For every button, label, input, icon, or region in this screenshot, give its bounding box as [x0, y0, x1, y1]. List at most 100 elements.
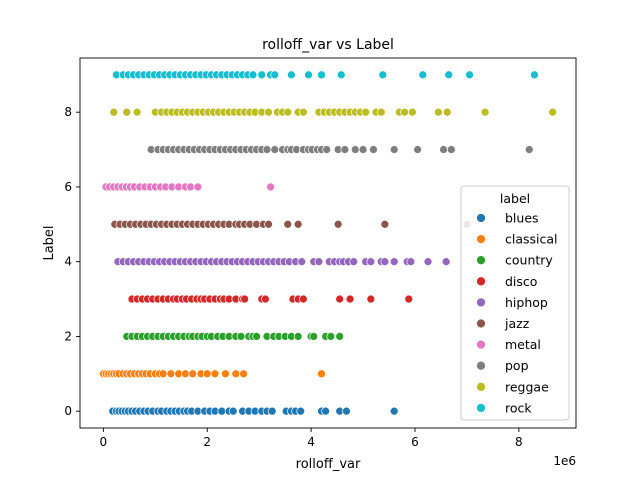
- legend-label-country: country: [505, 253, 553, 268]
- point-reggae-46: [442, 107, 452, 117]
- legend-marker-metal: [476, 339, 486, 350]
- point-reggae-24: [264, 107, 273, 117]
- point-rock-31: [304, 70, 313, 80]
- y-axis-label: Label: [42, 225, 57, 260]
- chart-title: rolloff_var vs Label: [262, 37, 394, 53]
- point-rock-33: [336, 70, 346, 80]
- data-points: [99, 70, 557, 416]
- point-country-25: [252, 332, 261, 341]
- point-reggae-43: [400, 107, 409, 117]
- point-pop-39: [389, 145, 399, 154]
- point-rock-37: [465, 70, 474, 80]
- point-classical-27: [239, 369, 248, 379]
- legend-label-rock: rock: [505, 400, 532, 415]
- legend-label-metal: metal: [505, 337, 541, 352]
- point-country-31: [293, 332, 303, 341]
- point-pop-35: [340, 145, 350, 154]
- point-classical-28: [317, 369, 326, 379]
- point-rock-29: [270, 70, 280, 80]
- point-blues-33: [267, 406, 277, 416]
- y-tick-label-4: 8: [64, 105, 72, 119]
- point-reggae-39: [361, 107, 370, 117]
- point-reggae-29: [298, 107, 308, 117]
- point-hiphop-51: [423, 257, 433, 267]
- y-tick-label-0: 0: [64, 404, 72, 418]
- point-reggae-1: [122, 107, 132, 117]
- point-blues-25: [217, 406, 227, 416]
- legend-items: blues classical country disco hiphop jazz meta…: [476, 211, 558, 415]
- point-pop-36: [350, 145, 360, 154]
- point-pop-41: [439, 145, 448, 154]
- point-reggae-48: [548, 107, 557, 117]
- legend-label-hiphop: hiphop: [505, 295, 548, 310]
- point-classical-23: [202, 369, 212, 379]
- point-disco-29: [335, 294, 345, 304]
- point-pop-40: [413, 145, 422, 154]
- point-hiphop-43: [349, 257, 359, 267]
- legend-marker-country: [476, 255, 486, 266]
- legend-box: [460, 185, 570, 421]
- point-classical-17: [158, 369, 168, 379]
- point-blues-42: [389, 406, 399, 416]
- x-tick-label-3: 6: [411, 435, 419, 449]
- point-jazz-33: [380, 219, 390, 229]
- point-rock-38: [530, 70, 539, 80]
- point-reggae-47: [480, 107, 490, 117]
- point-blues-27: [228, 406, 238, 416]
- point-reggae-27: [283, 107, 293, 117]
- point-hiphop-35: [297, 257, 307, 267]
- legend-label-pop: pop: [505, 358, 529, 373]
- point-country-33: [309, 332, 319, 341]
- point-rock-36: [444, 70, 454, 80]
- y-tick-label-3: 6: [64, 180, 72, 194]
- point-hiphop-45: [366, 257, 376, 267]
- y-tick-label-1: 2: [64, 329, 72, 343]
- point-disco-30: [345, 294, 355, 304]
- point-disco-28: [298, 294, 308, 304]
- legend-label-classical: classical: [505, 232, 558, 247]
- plot-area-frame: [79, 57, 577, 429]
- point-reggae-45: [434, 107, 443, 117]
- x-axis-offset-text: 1e6: [553, 454, 576, 468]
- x-axis-label: rolloff_var: [296, 457, 361, 472]
- legend-marker-jazz: [476, 318, 486, 329]
- legend-marker-reggae: [476, 381, 486, 392]
- point-metal-17: [186, 182, 195, 192]
- point-jazz-29: [264, 219, 273, 229]
- point-blues-41: [342, 406, 351, 416]
- legend-label-reggae: reggae: [505, 379, 549, 394]
- point-classical-24: [210, 369, 220, 379]
- point-rock-35: [418, 70, 428, 80]
- point-disco-25: [261, 294, 270, 304]
- point-country-22: [236, 332, 246, 341]
- point-country-36: [335, 332, 345, 341]
- point-country-35: [326, 332, 336, 341]
- point-classical-25: [221, 369, 230, 379]
- point-hiphop-48: [389, 257, 399, 267]
- x-tick-label-2: 4: [307, 435, 315, 449]
- point-pop-33: [322, 145, 332, 154]
- legend-marker-hiphop: [476, 297, 486, 308]
- point-rock-30: [287, 70, 296, 80]
- point-jazz-31: [293, 219, 303, 229]
- x-tick-label-4: 8: [515, 435, 523, 449]
- point-rock-26: [248, 70, 258, 80]
- point-jazz-32: [333, 219, 343, 229]
- point-blues-37: [296, 406, 306, 416]
- legend-title: label: [500, 191, 530, 206]
- point-pop-42: [447, 145, 456, 154]
- legend-label-blues: blues: [505, 211, 539, 226]
- point-rock-32: [317, 70, 326, 80]
- point-reggae-41: [376, 107, 386, 117]
- point-reggae-44: [408, 107, 417, 117]
- point-hiphop-52: [441, 257, 451, 267]
- x-tick-label-1: 2: [203, 435, 211, 449]
- point-disco-32: [404, 294, 414, 304]
- point-reggae-0: [109, 107, 119, 117]
- point-jazz-30: [283, 219, 293, 229]
- point-classical-20: [181, 369, 190, 379]
- point-hiphop-47: [380, 257, 390, 267]
- legend-label-disco: disco: [505, 274, 537, 289]
- legend-marker-rock: [476, 403, 486, 413]
